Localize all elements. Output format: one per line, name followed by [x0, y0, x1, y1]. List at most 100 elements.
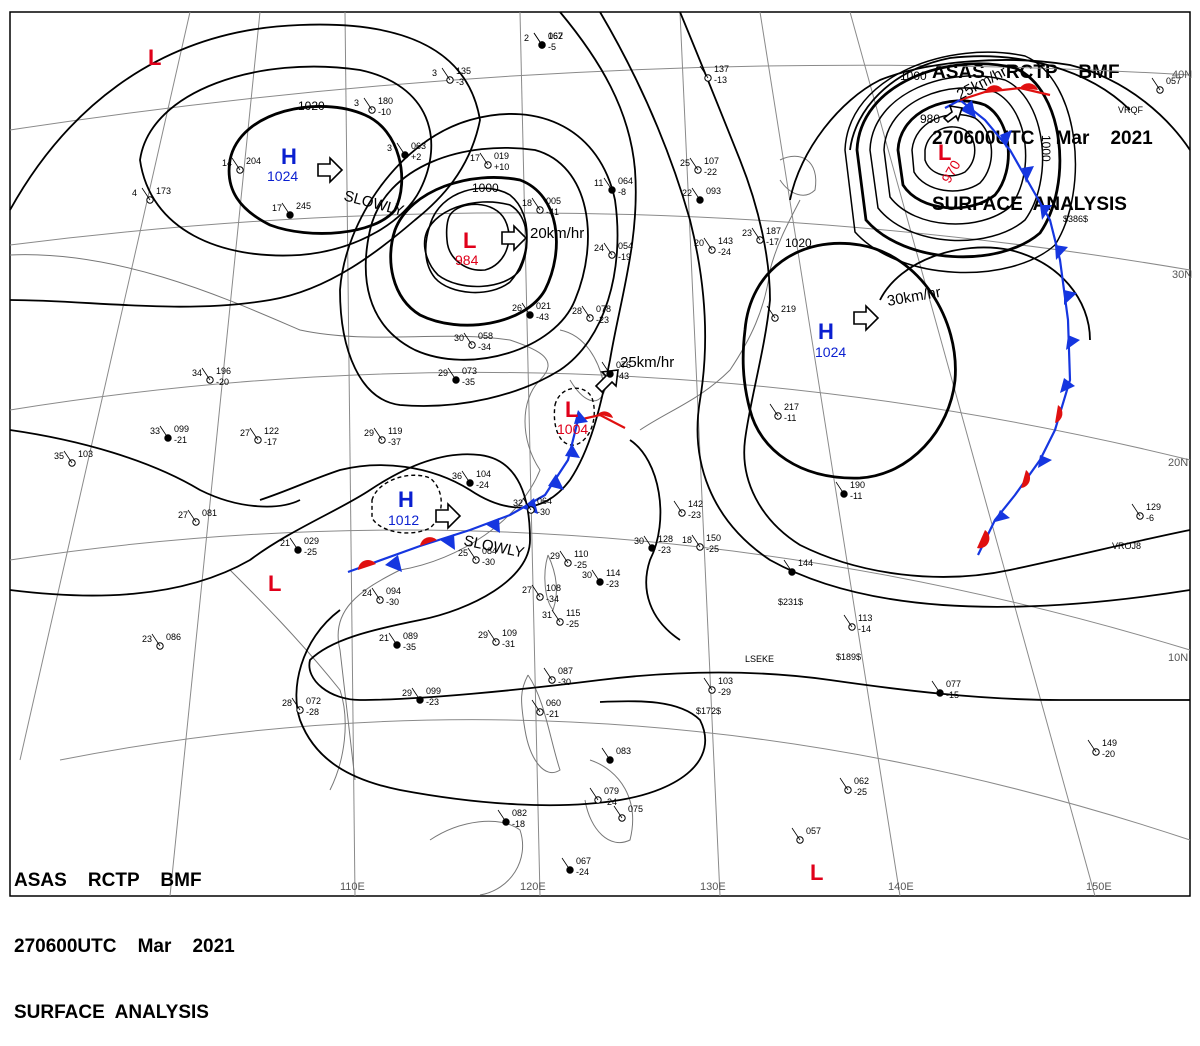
station-pressure: 122 [264, 426, 279, 436]
station-plot: 077-15 [931, 679, 961, 700]
station-temperature: 35 [54, 451, 64, 461]
station-pressure: 087 [558, 666, 573, 676]
arrow-low-3 [942, 104, 964, 124]
wind-barb [363, 97, 373, 111]
station-tendency: -34 [546, 594, 559, 604]
isobar-1004-dashed [553, 387, 595, 446]
station-tendency: -15 [946, 690, 959, 700]
station-temperature: 29 [364, 428, 374, 438]
station-pressure: 110 [574, 549, 588, 559]
station-pressure: 113 [858, 613, 872, 623]
station-plot: 149-20 [1087, 738, 1117, 759]
isobar-970-4 [883, 87, 1027, 225]
station-tendency: -37 [388, 437, 401, 447]
station-plot: 073-35 29 [438, 366, 477, 387]
station-temperature: 3 [354, 98, 359, 108]
wind-barb [463, 332, 473, 346]
station-pressure: 114 [606, 568, 620, 578]
station-tendency: -10 [378, 107, 391, 117]
low-1-symbol: L [463, 228, 476, 253]
wind-barb [1131, 503, 1141, 517]
station-plot: 113-14 [843, 613, 872, 634]
station-tendency: -30 [386, 597, 399, 607]
lat-label-40n: 40N [1172, 69, 1192, 81]
station-pressure: 081 [202, 508, 217, 518]
station-tendency: -17 [264, 437, 277, 447]
station-plot: 217-11 [769, 402, 799, 423]
station-annotation: VROJ8 [1112, 541, 1141, 551]
station-tendency: -6 [1146, 513, 1154, 523]
isobar-label-1020-west: 1020 [298, 99, 325, 113]
wind-barb [703, 237, 713, 251]
station-tendency: -8 [618, 187, 626, 197]
motion-label-low-3: 25km/hr [954, 63, 1010, 103]
wind-barb [751, 227, 761, 241]
coast-china [9, 254, 549, 781]
coast-indochina [229, 569, 346, 791]
map-frame [9, 11, 1191, 897]
wind-barb [591, 569, 601, 583]
wind-barb [159, 425, 169, 439]
station-temperature: 23 [742, 228, 752, 238]
station-pressure: 029 [304, 536, 319, 546]
station-pressure: 075 [628, 804, 643, 814]
station-temperature: 33 [150, 426, 160, 436]
station-plot: 128-23 30 [634, 534, 673, 555]
wind-barb [699, 65, 709, 79]
isobar-970-2 [911, 113, 993, 192]
arrow-high-3 [853, 304, 880, 332]
isobar-central-outer3 [259, 11, 637, 509]
wind-barb [543, 667, 553, 681]
station-plot: 099-21 33 [150, 424, 189, 445]
station-plot: 058-34 30 [454, 331, 493, 352]
lon-label-150e: 150E [1086, 881, 1112, 893]
station-pressure: 019 [494, 151, 509, 161]
station-tendency: -17 [766, 237, 779, 247]
isobar-central-outer1 [364, 146, 589, 361]
station-pressure: 144 [798, 558, 813, 568]
isobar-label-1000-east: 1000 [900, 69, 927, 83]
header-bottom-station-line: ASAS RCTP BMF [14, 870, 202, 891]
station-temperature: 27 [240, 428, 250, 438]
station-plot: 196-20 34 [192, 366, 231, 387]
station-plot: 103 35 [54, 449, 93, 467]
station-annotation: $231$ [778, 597, 803, 607]
station-pressure: 187 [766, 226, 781, 236]
isobar-west-outer [139, 65, 433, 257]
station-temperature: 36 [452, 471, 462, 481]
station-pressure: 119 [388, 426, 402, 436]
station-pressure: 115 [566, 608, 580, 618]
station-tendency: -43 [536, 312, 549, 322]
isobar-east-ring-c [849, 55, 1131, 151]
lon-label-130e: 130E [700, 881, 726, 893]
header-bottom-time-line: 270600UTC Mar 2021 [14, 936, 235, 957]
header-bottom: ASAS RCTP BMF 270600UTC Mar 2021 SURFACE… [14, 826, 235, 1046]
station-pressure: 079 [604, 786, 619, 796]
station-tendency: -23 [596, 315, 609, 325]
station-pressure: 162 [548, 31, 563, 41]
high-3-symbol: H [818, 319, 834, 344]
isobar-970-5 [869, 75, 1044, 242]
motion-label-high-3: 30km/hr [886, 284, 942, 310]
graticule [9, 11, 1191, 897]
station-tendency: -22 [704, 167, 717, 177]
wind-barb [613, 805, 623, 819]
low-2-value: 1004 [557, 421, 588, 437]
high-1-symbol: H [281, 144, 297, 169]
station-pressure: 076 [616, 360, 631, 370]
wind-barb [581, 305, 591, 319]
station-tendency: -23 [688, 510, 701, 520]
station-plot: 075 [613, 804, 643, 822]
isobar-tropical-1 [295, 609, 707, 807]
station-pressure: 058 [478, 331, 493, 341]
lat-labels: 40N 30N 20N 10N [1168, 69, 1192, 664]
wind-barb [603, 177, 613, 191]
isobar-south-china [9, 429, 301, 508]
wind-barb [531, 197, 541, 211]
wind-barb [388, 632, 398, 646]
wind-barb [533, 32, 543, 46]
station-tendency: -41 [546, 207, 559, 217]
station-temperature: 17 [272, 203, 282, 213]
wind-barb [931, 680, 941, 694]
station-plot: 093 22 [682, 186, 721, 204]
